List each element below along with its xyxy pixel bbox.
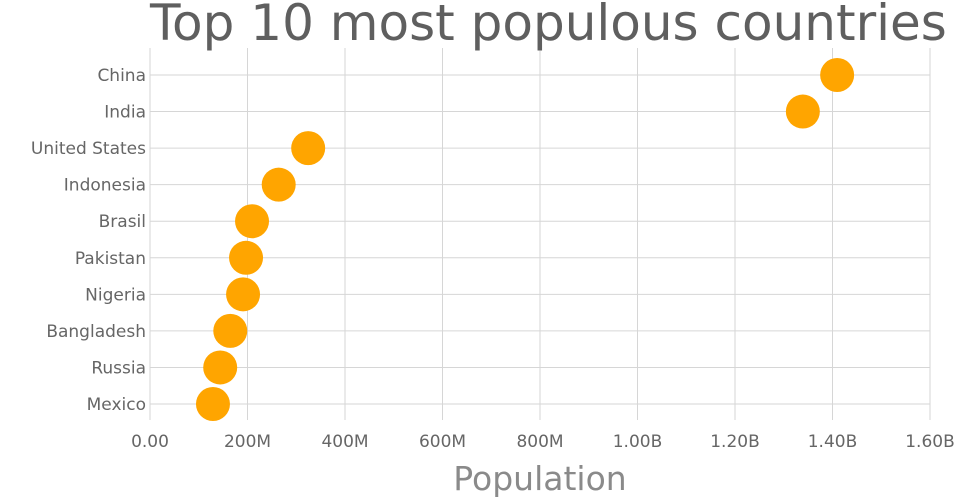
x-tick-label: 1.60B bbox=[905, 432, 955, 452]
data-point[interactable] bbox=[261, 167, 296, 202]
y-tick-label: Mexico bbox=[87, 395, 146, 415]
x-tick-label: 800M bbox=[516, 432, 563, 452]
data-point[interactable] bbox=[291, 131, 326, 166]
y-tick-label: China bbox=[97, 66, 146, 86]
y-tick-label: Pakistan bbox=[75, 249, 146, 269]
y-tick-label: Indonesia bbox=[64, 176, 146, 196]
y-tick-label: Bangladesh bbox=[46, 322, 146, 342]
x-axis-tick-labels: 0.00 200M 400M 600M 800M 1.00B 1.20B 1.40B 1.60B bbox=[131, 432, 955, 452]
grid-lines bbox=[149, 48, 931, 420]
x-tick-label: 0.00 bbox=[131, 432, 169, 452]
x-tick-label: 1.40B bbox=[808, 432, 858, 452]
y-axis-tick-labels: China India United States Indonesia Brasil Pa… bbox=[31, 66, 146, 415]
data-point[interactable] bbox=[235, 204, 270, 239]
data-point[interactable] bbox=[229, 240, 264, 275]
data-point[interactable] bbox=[203, 350, 238, 385]
chart-title: Top 10 most populous countries bbox=[149, 0, 947, 52]
y-tick-label: India bbox=[104, 103, 146, 123]
y-tick-label: United States bbox=[31, 139, 146, 159]
x-tick-label: 200M bbox=[224, 432, 271, 452]
data-points bbox=[195, 58, 855, 421]
y-tick-label: Russia bbox=[91, 358, 146, 378]
x-axis-title: Population bbox=[453, 459, 626, 498]
data-point[interactable] bbox=[820, 58, 855, 92]
data-point[interactable] bbox=[195, 387, 230, 421]
y-tick-label: Nigeria bbox=[85, 285, 146, 305]
data-point[interactable] bbox=[213, 313, 248, 348]
x-tick-label: 600M bbox=[419, 432, 466, 452]
x-tick-label: 1.20B bbox=[710, 432, 760, 452]
data-point[interactable] bbox=[785, 94, 820, 129]
data-point[interactable] bbox=[226, 277, 261, 312]
y-tick-label: Brasil bbox=[99, 212, 146, 232]
x-tick-label: 400M bbox=[321, 432, 368, 452]
x-tick-label: 1.00B bbox=[613, 432, 663, 452]
